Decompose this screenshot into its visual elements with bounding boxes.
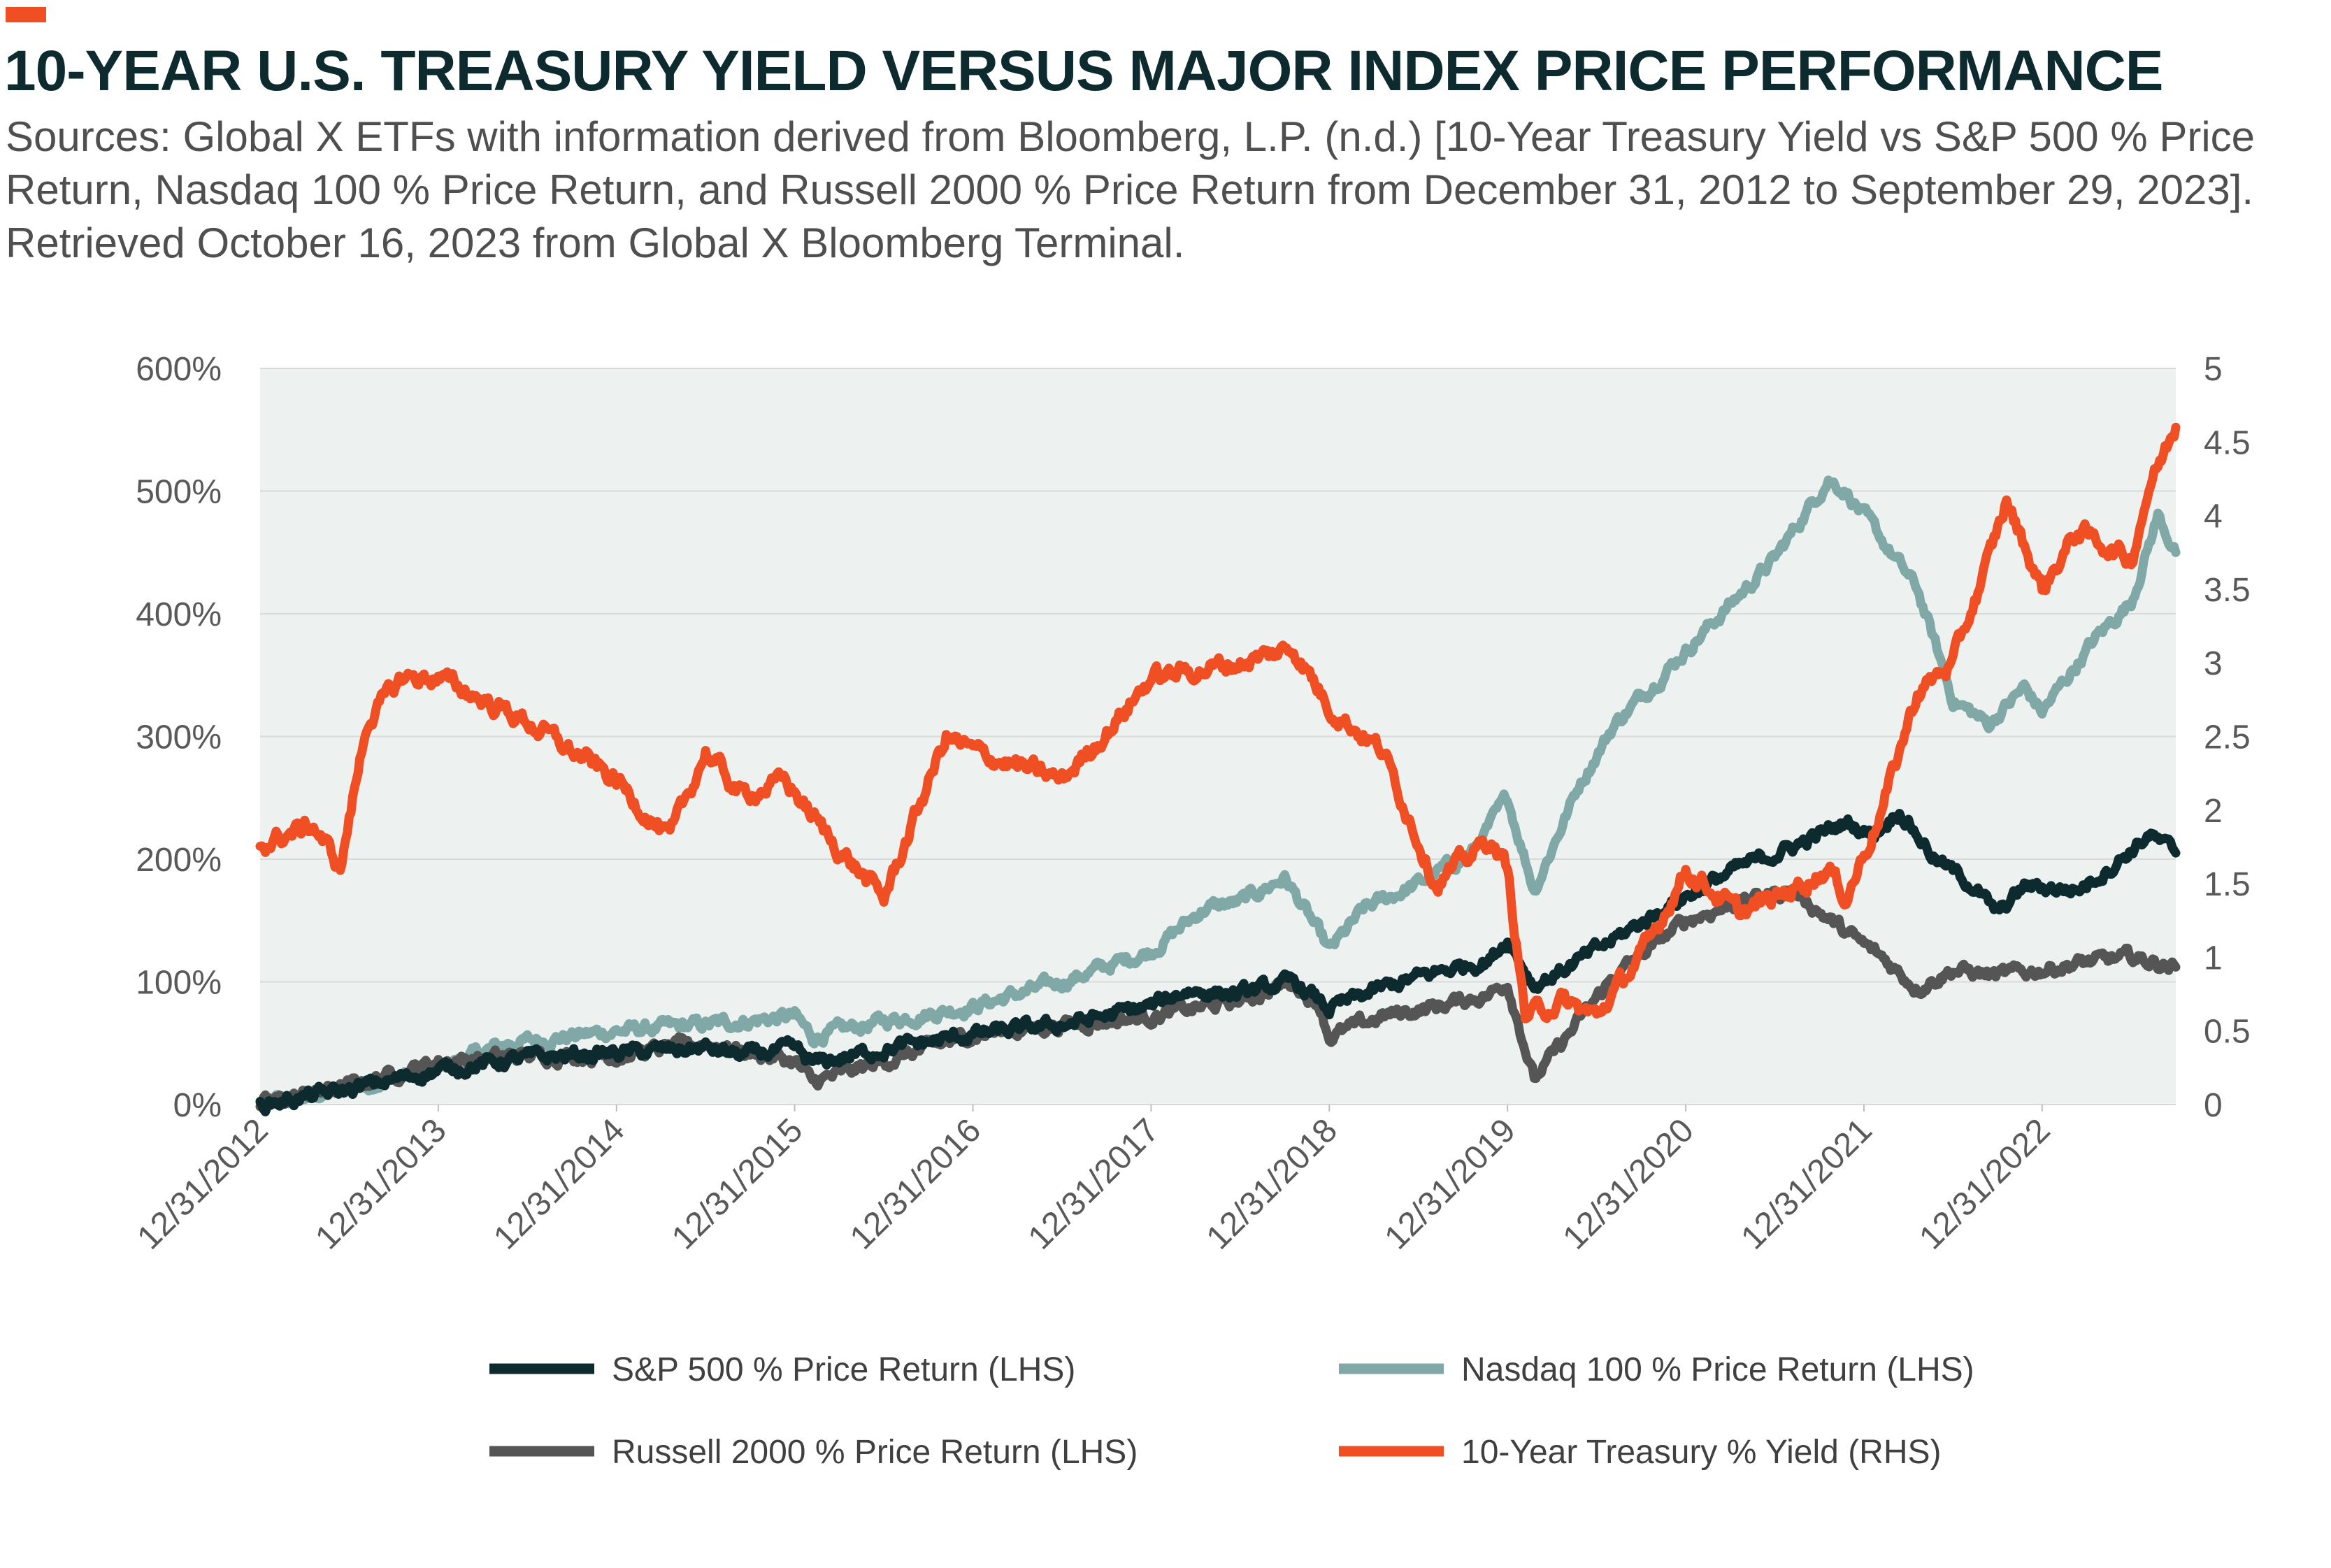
right-axis-tick-label: 1 <box>2204 940 2223 977</box>
right-axis-tick-label: 0 <box>2204 1087 2223 1124</box>
right-axis-tick-label: 3.5 <box>2204 572 2251 609</box>
gridlines <box>260 368 2176 1105</box>
left-axis-tick-label: 0% <box>173 1087 222 1124</box>
right-axis-ticks: 0 0.5 1 1.5 2 2.5 3 3.5 4 4.5 5 <box>2204 351 2251 1124</box>
accent-bar <box>6 7 46 22</box>
x-axis-tick-label: 12/31/2022 <box>1912 1112 2057 1256</box>
x-axis-tick-label: 12/31/2015 <box>665 1112 810 1256</box>
x-axis-tick-label: 12/31/2018 <box>1200 1112 1344 1256</box>
legend: S&P 500 % Price Return (LHS) Nasdaq 100 %… <box>489 1351 1974 1471</box>
right-axis-tick-label: 4.5 <box>2204 424 2251 461</box>
x-axis-tick-label: 12/31/2014 <box>487 1112 631 1256</box>
left-axis-tick-label: 600% <box>136 351 222 388</box>
right-axis-tick-label: 2 <box>2204 793 2223 830</box>
right-axis-tick-label: 2.5 <box>2204 719 2251 756</box>
left-axis-tick-label: 400% <box>136 596 222 633</box>
x-axis-tick-label: 12/31/2021 <box>1734 1112 1879 1256</box>
right-axis-tick-label: 1.5 <box>2204 866 2251 903</box>
legend-label: S&P 500 % Price Return (LHS) <box>612 1351 1075 1388</box>
left-axis-ticks: 0% 100% 200% 300% 400% 500% 600% <box>136 351 222 1124</box>
x-axis-tick-label: 12/31/2019 <box>1378 1112 1523 1256</box>
right-axis-tick-label: 4 <box>2204 498 2223 535</box>
x-axis-tick-label: 12/31/2016 <box>843 1112 988 1256</box>
sp-500-line <box>255 809 2181 1116</box>
treasury-yield-line <box>255 422 2181 1024</box>
x-axis-ticks: 12/31/2012 12/31/2013 12/31/2014 12/31/2015… <box>130 1105 2058 1257</box>
legend-label: Russell 2000 % Price Return (LHS) <box>612 1434 1138 1471</box>
right-axis-tick-label: 3 <box>2204 645 2223 682</box>
left-axis-tick-label: 300% <box>136 719 222 756</box>
legend-label: 10-Year Treasury % Yield (RHS) <box>1461 1434 1942 1471</box>
x-axis-tick-label: 12/31/2017 <box>1021 1112 1166 1256</box>
left-axis-tick-label: 200% <box>136 842 222 879</box>
chart-title: 10-YEAR U.S. TREASURY YIELD VERSUS MAJOR… <box>4 39 2163 103</box>
x-axis-tick-label: 12/31/2020 <box>1556 1112 1701 1256</box>
legend-label: Nasdaq 100 % Price Return (LHS) <box>1461 1351 1974 1388</box>
x-axis-tick-label: 12/31/2013 <box>308 1112 453 1256</box>
left-axis-tick-label: 500% <box>136 474 222 511</box>
right-axis-tick-label: 0.5 <box>2204 1014 2251 1051</box>
right-axis-tick-label: 5 <box>2204 351 2223 388</box>
left-axis-tick-label: 100% <box>136 965 222 1002</box>
chart-subtitle: Sources: Global X ETFs with information … <box>6 113 2255 266</box>
x-axis-tick-label: 12/31/2012 <box>130 1112 275 1256</box>
series-lines <box>255 422 2181 1116</box>
nasdaq-100-line <box>255 475 2181 1110</box>
